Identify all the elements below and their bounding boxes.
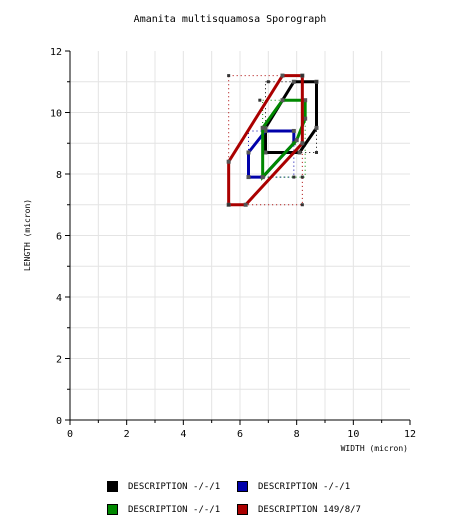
y-axis-label: LENGTH (micron) [23, 199, 32, 271]
data-point [227, 203, 231, 207]
axes: 0 2 4 6 8 10 12 0 2 4 6 8 10 12 [50, 47, 416, 440]
y-tick-label: 8 [56, 170, 62, 181]
range-box [248, 130, 295, 178]
y-tick-label: 0 [56, 416, 62, 427]
data-point [258, 98, 262, 102]
vertex-marker [280, 73, 285, 78]
x-tick-label: 2 [124, 429, 130, 440]
series-outline [261, 98, 307, 181]
vertex-marker [246, 175, 251, 180]
data-point [315, 150, 318, 154]
vertex-marker [246, 150, 251, 155]
chart-title: Amanita multisquamosa Sporograph [134, 14, 327, 25]
x-tick-label: 12 [404, 429, 416, 440]
y-tick-label: 6 [56, 232, 62, 243]
x-tick-label: 10 [347, 429, 359, 440]
data-point [300, 203, 304, 207]
vertex-marker [291, 128, 296, 133]
series-layer [226, 73, 319, 207]
data-point [227, 74, 231, 78]
vertex-marker [263, 150, 268, 155]
y-tick-label: 2 [56, 355, 62, 366]
series-outline [247, 129, 296, 179]
vertex-marker [297, 150, 302, 155]
vertex-marker [291, 79, 296, 84]
vertex-marker [303, 116, 308, 121]
vertex-marker [263, 128, 268, 133]
data-point [315, 80, 318, 84]
x-tick-label: 0 [67, 429, 73, 440]
grid [70, 51, 410, 420]
vertex-marker [226, 159, 231, 164]
vertex-marker [243, 202, 248, 207]
x-axis-label: WIDTH (micron) [341, 444, 408, 453]
range-box [228, 75, 303, 206]
x-tick-label: 6 [237, 429, 243, 440]
vertex-marker [294, 138, 299, 143]
data-point [300, 175, 304, 179]
data-point [292, 175, 296, 179]
y-tick-label: 10 [50, 109, 62, 120]
vertex-marker [263, 125, 268, 130]
y-tick-label: 12 [50, 47, 62, 58]
vertex-marker [280, 98, 285, 103]
vertex-marker [300, 141, 305, 146]
x-tick-label: 4 [180, 429, 186, 440]
vertex-marker [303, 98, 308, 103]
y-tick-label: 4 [56, 293, 62, 304]
vertex-marker [260, 175, 265, 180]
x-tick-label: 8 [294, 429, 300, 440]
data-point [300, 74, 304, 78]
range-box [265, 81, 317, 153]
vertex-marker [314, 125, 319, 130]
vertex-marker [260, 125, 265, 130]
data-point [266, 80, 270, 84]
